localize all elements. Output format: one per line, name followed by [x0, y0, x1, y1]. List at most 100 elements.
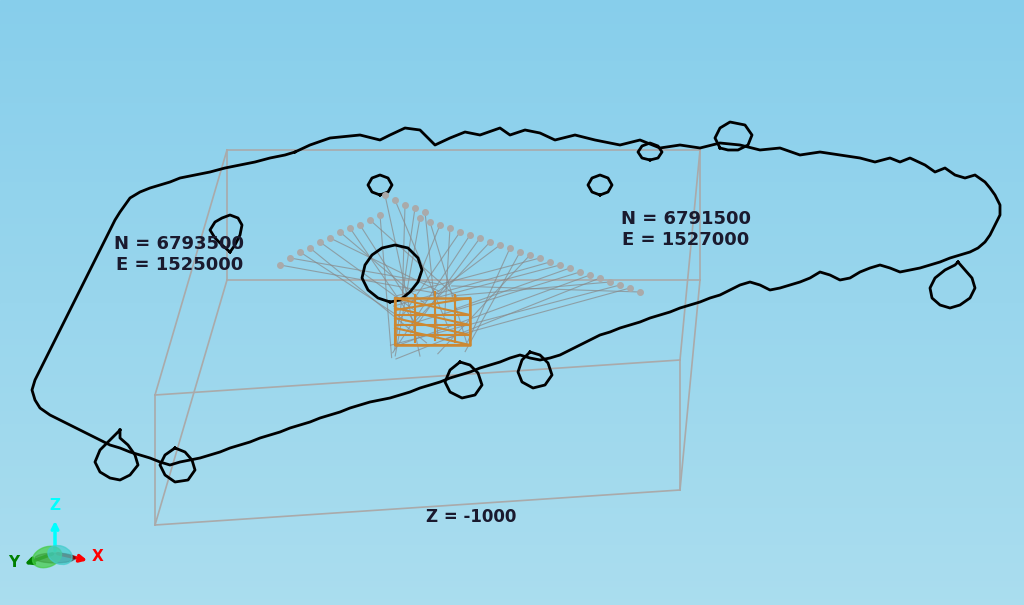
Bar: [0, 230, 1024, 237]
Text: Y: Y: [8, 555, 19, 570]
Bar: [0, 399, 1024, 407]
Bar: [0, 387, 1024, 394]
Bar: [0, 381, 1024, 388]
Bar: [0, 490, 1024, 497]
Bar: [0, 284, 1024, 292]
Bar: [0, 157, 1024, 165]
Bar: [0, 302, 1024, 310]
Bar: [0, 266, 1024, 273]
Text: Z: Z: [49, 498, 60, 513]
Bar: [0, 587, 1024, 594]
Bar: [0, 224, 1024, 231]
Bar: [0, 6, 1024, 13]
Bar: [0, 496, 1024, 503]
Bar: [0, 484, 1024, 491]
Bar: [0, 109, 1024, 116]
Bar: [0, 460, 1024, 467]
Bar: [0, 48, 1024, 56]
Bar: [0, 151, 1024, 159]
Bar: [0, 36, 1024, 44]
Bar: [0, 296, 1024, 304]
Bar: [0, 200, 1024, 207]
Bar: [0, 321, 1024, 328]
Bar: [0, 212, 1024, 219]
Bar: [0, 514, 1024, 522]
Bar: [0, 466, 1024, 473]
Bar: [0, 42, 1024, 50]
Bar: [0, 236, 1024, 243]
Bar: [0, 182, 1024, 189]
Bar: [0, 333, 1024, 340]
Bar: [0, 67, 1024, 74]
Bar: [0, 430, 1024, 437]
Text: N = 6791500
E = 1527000: N = 6791500 E = 1527000: [622, 211, 751, 249]
Bar: [0, 393, 1024, 401]
Bar: [0, 520, 1024, 528]
Bar: [0, 254, 1024, 261]
Bar: [0, 24, 1024, 31]
Bar: [0, 327, 1024, 334]
Ellipse shape: [35, 553, 75, 563]
Bar: [0, 206, 1024, 213]
Bar: [0, 363, 1024, 370]
Bar: [0, 188, 1024, 195]
Bar: [0, 345, 1024, 352]
Ellipse shape: [48, 546, 72, 564]
Bar: [0, 145, 1024, 152]
Bar: [0, 369, 1024, 376]
Bar: [0, 599, 1024, 605]
Bar: [0, 97, 1024, 104]
Bar: [0, 127, 1024, 134]
Bar: [0, 163, 1024, 171]
Bar: [0, 593, 1024, 600]
Bar: [0, 260, 1024, 267]
Bar: [0, 502, 1024, 509]
Text: Z = -1000: Z = -1000: [426, 508, 516, 526]
Bar: [0, 18, 1024, 25]
Bar: [0, 544, 1024, 552]
Bar: [0, 575, 1024, 582]
Bar: [0, 508, 1024, 515]
Bar: [0, 581, 1024, 588]
Bar: [0, 472, 1024, 479]
Bar: [0, 139, 1024, 146]
Bar: [0, 315, 1024, 322]
Bar: [0, 557, 1024, 564]
Bar: [0, 375, 1024, 382]
Bar: [0, 478, 1024, 485]
Bar: [0, 339, 1024, 346]
Bar: [0, 194, 1024, 201]
Bar: [0, 242, 1024, 249]
Bar: [0, 54, 1024, 62]
Bar: [0, 272, 1024, 280]
Bar: [0, 569, 1024, 576]
Bar: [0, 103, 1024, 110]
Bar: [0, 175, 1024, 183]
Bar: [0, 532, 1024, 540]
Bar: [0, 73, 1024, 80]
Bar: [0, 121, 1024, 128]
Text: N = 6793500
E = 1525000: N = 6793500 E = 1525000: [115, 235, 244, 273]
Bar: [0, 351, 1024, 358]
Bar: [0, 290, 1024, 298]
Bar: [0, 442, 1024, 449]
Bar: [0, 424, 1024, 431]
Bar: [0, 85, 1024, 92]
Bar: [0, 448, 1024, 455]
Bar: [0, 30, 1024, 38]
Bar: [0, 417, 1024, 425]
Bar: [0, 538, 1024, 546]
Bar: [0, 0, 1024, 7]
Bar: [0, 563, 1024, 570]
Bar: [0, 248, 1024, 255]
Bar: [0, 411, 1024, 419]
Bar: [0, 79, 1024, 86]
Bar: [0, 278, 1024, 286]
Bar: [0, 309, 1024, 316]
Text: X: X: [92, 549, 103, 564]
Bar: [0, 551, 1024, 558]
Bar: [0, 454, 1024, 461]
Bar: [0, 436, 1024, 443]
Bar: [0, 526, 1024, 534]
Bar: [0, 357, 1024, 364]
